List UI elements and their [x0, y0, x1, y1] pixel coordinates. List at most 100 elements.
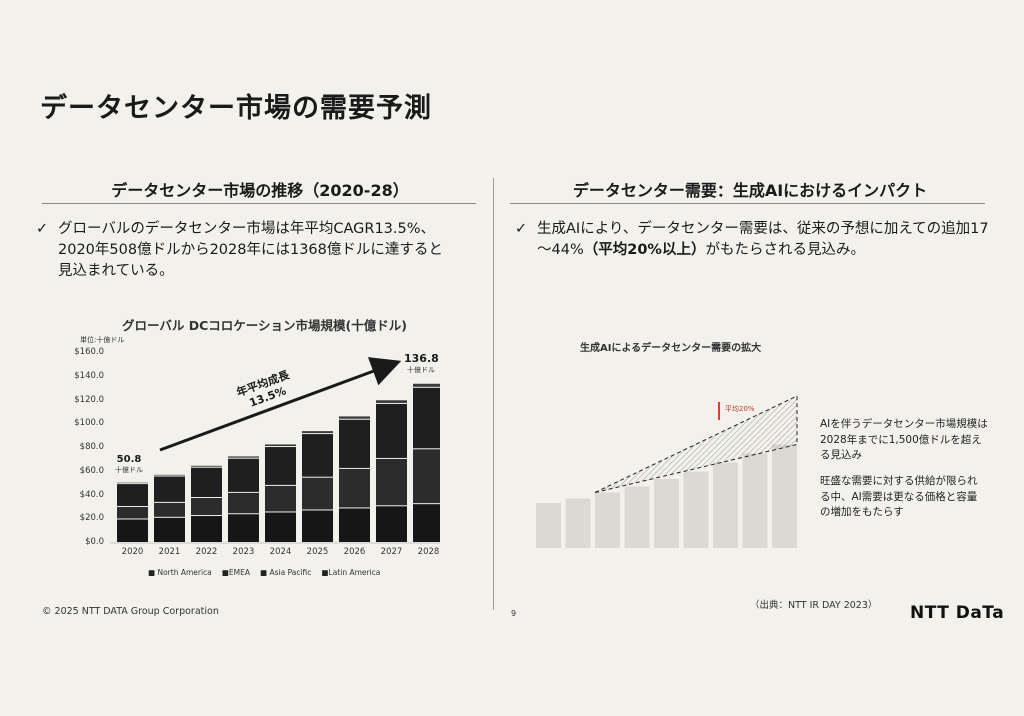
bar-segment-latin-america — [191, 465, 222, 467]
bar-segment-asia-pacific — [413, 387, 440, 449]
y-tick-label: $60.0 — [79, 465, 104, 476]
bar-segment-emea — [117, 507, 148, 519]
source-note: （出典：NTT IR DAY 2023） — [750, 600, 878, 611]
y-tick-label: $0.0 — [85, 537, 104, 547]
bar-segment-emea — [265, 485, 296, 512]
x-tick-label: 2023 — [232, 547, 255, 557]
demand-bar — [772, 444, 797, 548]
total-2020-value: 50.8 — [116, 454, 142, 465]
side-note-line: の増加をもたらす — [820, 506, 904, 518]
y-tick-label: $40.0 — [79, 489, 104, 500]
ntt-data-logo: NTT DaTa — [910, 603, 1005, 623]
left-bullet-line: グローバルのデータセンター市場は年平均CAGR13.5%、 — [58, 221, 436, 237]
side-note-line: 旺盛な需要に対する供給が限られ — [820, 475, 978, 487]
unit-label: 単位:十億ドル — [80, 336, 125, 344]
legend-label: North America — [157, 568, 212, 577]
side-note-line: 2028年までに1,500億ドルを超え — [820, 433, 982, 446]
uplift-label: 平均20% — [725, 405, 755, 413]
x-tick-label: 2022 — [195, 547, 218, 557]
y-tick-label: $20.0 — [79, 513, 104, 524]
bar-segment-asia-pacific — [376, 403, 407, 458]
total-2028-value: 136.8 — [404, 352, 439, 365]
bar-segment-emea — [154, 502, 185, 517]
bar-segment-north-america — [376, 506, 407, 542]
bar-segment-emea — [228, 492, 259, 514]
demand-bar — [713, 462, 738, 548]
section-divider — [493, 178, 494, 610]
bar-segment-north-america — [339, 508, 370, 542]
left-bullet: ✓ グローバルのデータセンター市場は年平均CAGR13.5%、 2020年508… — [36, 219, 486, 285]
bar-segment-latin-america — [376, 400, 407, 403]
left-chart-title: グローバル DCコロケーション市場規模(十億ドル) — [122, 318, 407, 333]
bar-segment-north-america — [191, 516, 222, 542]
side-note-line: AIを伴うデータセンター市場規模は — [820, 418, 988, 430]
bar-segment-emea — [376, 458, 407, 506]
right-bullet-line2-post: がもたらされる見込み。 — [705, 242, 865, 258]
total-2028-unit: 十億ドル — [407, 366, 435, 374]
check-icon: ✓ — [36, 221, 49, 237]
legend-label: Latin America — [328, 568, 381, 577]
demand-bar — [742, 453, 768, 548]
y-tick-label: $120.0 — [74, 394, 104, 405]
demand-bar — [565, 498, 591, 548]
demand-bar — [683, 471, 709, 548]
right-section-title: データセンター需要：生成AIにおけるインパクト — [572, 181, 928, 200]
page-number: 9 — [511, 609, 517, 618]
legend-label: EMEA — [228, 568, 250, 577]
bar-segment-emea — [191, 497, 222, 516]
ai-uplift-wedge — [594, 395, 798, 493]
legend-item: ■ Asia Pacific — [259, 568, 312, 577]
demand-bar — [654, 479, 679, 548]
bar-segment-asia-pacific — [339, 419, 370, 468]
bar-segment-asia-pacific — [265, 447, 296, 485]
left-stacked-bar-chart — [110, 383, 440, 544]
y-tick-label: $100.0 — [74, 418, 104, 429]
left-section-title: データセンター市場の推移（2020-28） — [111, 181, 409, 200]
bar-segment-asia-pacific — [302, 434, 333, 477]
side-note-2: 旺盛な需要に対する供給が限られ る中、AI需要は更なる価格と容量 の増加をもたら… — [820, 474, 1000, 521]
y-tick-label: $80.0 — [79, 442, 104, 452]
right-bullet-line: 生成AIにより、データセンター需要は、従来の予想に加えての追加17 — [537, 221, 989, 237]
bar-segment-latin-america — [302, 431, 333, 434]
right-bullet: ✓ 生成AIにより、データセンター需要は、従来の予想に加えての追加17 ～44%… — [515, 219, 995, 265]
left-bullet-text: グローバルのデータセンター市場は年平均CAGR13.5%、 2020年508億ド… — [58, 219, 443, 282]
legend-item: ■Latin America — [321, 568, 381, 577]
page-title: データセンター市場の需要予測 — [40, 93, 432, 124]
legend-item: ■ North America — [148, 568, 212, 577]
total-2020-unit: 十億ドル — [115, 466, 143, 474]
x-tick-label: 2020 — [121, 547, 144, 557]
legend-item: ■EMEA — [221, 568, 250, 577]
bar-segment-north-america — [265, 512, 296, 542]
total-2020: 50.8 十億ドル — [115, 454, 143, 475]
bar-segment-north-america — [154, 517, 185, 542]
right-chart-title: 生成AIによるデータセンター需要の拡大 — [580, 343, 762, 354]
bar-segment-north-america — [302, 510, 333, 542]
bar-segment-emea — [413, 449, 440, 504]
growth-arrow — [159, 357, 402, 452]
x-tick-label: 2025 — [306, 547, 329, 557]
right-section-underline — [510, 203, 985, 204]
x-tick-label: 2028 — [417, 547, 440, 557]
right-bullet-line2-pre: ～44% — [537, 242, 584, 258]
right-bullet-text: 生成AIにより、データセンター需要は、従来の予想に加えての追加17 ～44%（平… — [537, 219, 989, 261]
right-ai-demand-chart — [536, 395, 798, 548]
bar-segment-latin-america — [228, 456, 259, 458]
bar-segment-latin-america — [413, 383, 440, 387]
bar-segment-north-america — [228, 514, 259, 542]
side-note-line: る中、AI需要は更なる価格と容量 — [820, 490, 978, 503]
x-tick-label: 2026 — [343, 547, 366, 557]
copyright: © 2025 NTT DATA Group Corporation — [42, 606, 219, 617]
side-note-1: AIを伴うデータセンター市場規模は 2028年までに1,500億ドルを超え る見… — [820, 417, 1000, 464]
y-tick-label: $160.0 — [74, 347, 104, 357]
bar-segment-asia-pacific — [228, 458, 259, 492]
y-tick-label: $140.0 — [74, 370, 104, 381]
bar-segment-asia-pacific — [117, 484, 148, 507]
bar-segment-emea — [339, 468, 370, 508]
bar-segment-latin-america — [117, 482, 148, 484]
bar-segment-north-america — [413, 504, 440, 542]
total-2028: 136.8 十億ドル — [404, 352, 439, 375]
left-section-underline — [42, 203, 476, 204]
bar-segment-north-america — [117, 519, 148, 542]
left-bullet-line: 2020年508億ドルから2028年には1368億ドルに達すると — [58, 242, 443, 258]
demand-bar — [624, 486, 650, 548]
